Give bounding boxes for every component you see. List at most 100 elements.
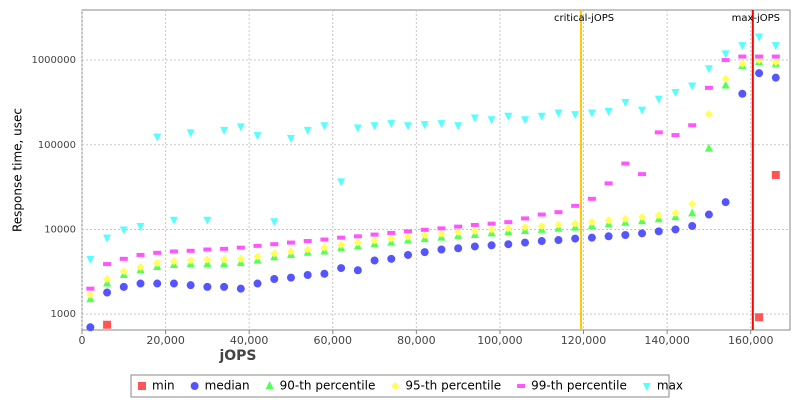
point [487, 225, 496, 234]
point [253, 243, 262, 248]
point [604, 232, 613, 241]
point [521, 222, 530, 231]
point [353, 266, 362, 275]
legend-marker [642, 383, 651, 391]
point [387, 234, 396, 243]
point [587, 196, 596, 201]
point [420, 231, 429, 240]
x-tick-label: 40,000 [230, 334, 269, 347]
point [437, 245, 446, 254]
point [186, 248, 195, 253]
point [537, 237, 546, 246]
point [704, 143, 713, 152]
point [370, 122, 379, 131]
y-tick-label: 100000 [38, 140, 76, 151]
point [253, 132, 262, 141]
x-tick-label: 60,000 [314, 334, 353, 347]
point [320, 269, 329, 278]
point [454, 228, 463, 237]
point [621, 161, 630, 166]
point [169, 216, 178, 225]
point [253, 279, 262, 288]
point [755, 54, 764, 59]
point [303, 126, 312, 135]
point [654, 130, 663, 135]
point [688, 82, 697, 91]
legend-marker [517, 384, 526, 388]
point [153, 250, 162, 255]
point [337, 178, 346, 187]
legend-label: max [657, 379, 683, 393]
point [86, 323, 95, 332]
point [470, 114, 479, 123]
point [504, 240, 513, 249]
point [470, 226, 479, 235]
point [654, 211, 663, 220]
point [771, 54, 780, 59]
point [738, 59, 747, 68]
point [270, 249, 279, 258]
point [671, 88, 680, 97]
legend-marker [265, 381, 274, 389]
point [638, 229, 647, 238]
point [537, 221, 546, 230]
x-tick-label: 140,000 [644, 334, 690, 347]
x-tick-label: 120,000 [561, 334, 607, 347]
point [771, 170, 780, 179]
point [370, 232, 379, 237]
point [387, 120, 396, 129]
point [738, 89, 747, 98]
point [86, 290, 95, 299]
point [387, 230, 396, 235]
point [270, 218, 279, 227]
point [671, 209, 680, 218]
point [554, 236, 563, 245]
point [704, 65, 713, 74]
point [537, 212, 546, 217]
x-tick-label: 80,000 [397, 334, 436, 347]
point [721, 74, 730, 83]
point [353, 124, 362, 133]
point [738, 54, 747, 59]
point [587, 218, 596, 227]
point [604, 108, 613, 117]
x-tick-label: 0 [79, 334, 86, 347]
point [103, 320, 112, 329]
point [721, 198, 730, 207]
point [103, 262, 112, 267]
point [353, 234, 362, 239]
point [119, 256, 128, 261]
point [236, 123, 245, 132]
point [286, 247, 295, 256]
point [571, 219, 580, 228]
point [186, 256, 195, 265]
point [420, 227, 429, 232]
marker-label: critical-jOPS [554, 13, 614, 24]
point [487, 116, 496, 125]
point [571, 203, 580, 208]
point [119, 226, 128, 235]
point [286, 273, 295, 282]
point [203, 216, 212, 225]
point [454, 224, 463, 229]
point [638, 106, 647, 115]
point [337, 240, 346, 249]
point [320, 122, 329, 131]
point [721, 50, 730, 59]
point [387, 254, 396, 263]
point [370, 236, 379, 245]
point [521, 216, 530, 221]
plot-area [81, 9, 791, 331]
legend-label: min [152, 379, 175, 393]
point [671, 133, 680, 138]
point [638, 213, 647, 222]
point [353, 238, 362, 247]
point [487, 221, 496, 226]
point [704, 110, 713, 119]
point [721, 58, 730, 63]
point [654, 227, 663, 236]
point [688, 123, 697, 128]
point [270, 242, 279, 247]
point [587, 233, 596, 242]
y-tick-label: 1000 [51, 309, 76, 320]
